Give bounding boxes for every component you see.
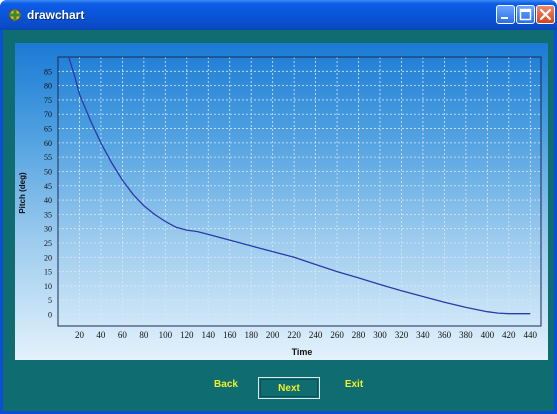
y-tick-label: 65	[44, 125, 52, 134]
x-tick-label: 260	[330, 330, 344, 340]
x-tick-label: 320	[395, 330, 409, 340]
x-tick-label: 20	[75, 330, 85, 340]
y-tick-label: 35	[44, 210, 52, 219]
y-axis-label: Pitch (deg)	[18, 172, 27, 214]
x-tick-label: 300	[373, 330, 387, 340]
window-title: drawchart	[27, 8, 85, 22]
y-tick-label: 25	[44, 239, 52, 248]
minimize-icon	[501, 17, 508, 19]
next-button[interactable]: Next	[258, 377, 320, 399]
x-axis-label: Time	[292, 347, 313, 357]
x-tick-label: 280	[352, 330, 366, 340]
x-tick-label: 140	[202, 330, 216, 340]
x-axis-ticks: 20 40 60 80 100 120 140 160 180 200 220 240 260 280 30…	[75, 330, 538, 340]
y-tick-label: 40	[44, 196, 52, 205]
x-tick-label: 240	[309, 330, 323, 340]
x-tick-label: 100	[159, 330, 173, 340]
y-tick-label: 60	[44, 139, 52, 148]
x-tick-label: 200	[266, 330, 280, 340]
y-tick-label: 10	[44, 282, 52, 291]
x-tick-label: 80	[139, 330, 149, 340]
app-icon	[9, 9, 21, 21]
y-tick-label: 15	[44, 268, 52, 277]
x-tick-label: 180	[244, 330, 258, 340]
y-tick-label: 75	[44, 96, 52, 105]
y-tick-label: 20	[44, 253, 52, 262]
y-tick-label: 55	[44, 153, 52, 162]
maximize-icon	[519, 8, 532, 21]
y-tick-label: 70	[44, 110, 52, 119]
x-tick-label: 40	[96, 330, 106, 340]
close-button[interactable]	[536, 5, 555, 24]
x-tick-label: 360	[438, 330, 452, 340]
close-icon	[539, 8, 552, 21]
y-tick-label: 0	[48, 311, 52, 320]
y-tick-label: 50	[44, 167, 52, 176]
y-axis-ticks: 0 5 10 15 20 25 30 35 40 45 50 55 60 65 70 75 80 85	[44, 67, 52, 319]
pitch-chart: 0 5 10 15 20 25 30 35 40 45 50 55 60 65 70 75 80 85 20 40 6…	[18, 56, 542, 357]
plot-area-border	[57, 56, 542, 327]
y-tick-label: 45	[44, 182, 52, 191]
title-bar[interactable]: drawchart	[0, 0, 557, 30]
x-tick-label: 420	[502, 330, 516, 340]
x-tick-label: 340	[416, 330, 430, 340]
x-tick-label: 380	[459, 330, 473, 340]
x-tick-label: 60	[118, 330, 128, 340]
x-tick-label: 120	[180, 330, 194, 340]
x-tick-label: 440	[524, 330, 538, 340]
exit-button[interactable]: Exit	[344, 379, 364, 390]
minimize-button[interactable]	[496, 5, 515, 24]
x-tick-label: 160	[223, 330, 237, 340]
y-tick-label: 5	[48, 296, 52, 305]
chart-panel: 0 5 10 15 20 25 30 35 40 45 50 55 60 65 70 75 80 85 20 40 6…	[15, 43, 548, 360]
x-tick-label: 400	[481, 330, 495, 340]
back-button[interactable]: Back	[214, 379, 238, 390]
y-tick-label: 85	[44, 67, 52, 76]
x-tick-label: 220	[287, 330, 301, 340]
maximize-button[interactable]	[516, 5, 535, 24]
y-tick-label: 80	[44, 82, 52, 91]
pitch-series-line	[68, 56, 531, 315]
y-tick-label: 30	[44, 225, 52, 234]
